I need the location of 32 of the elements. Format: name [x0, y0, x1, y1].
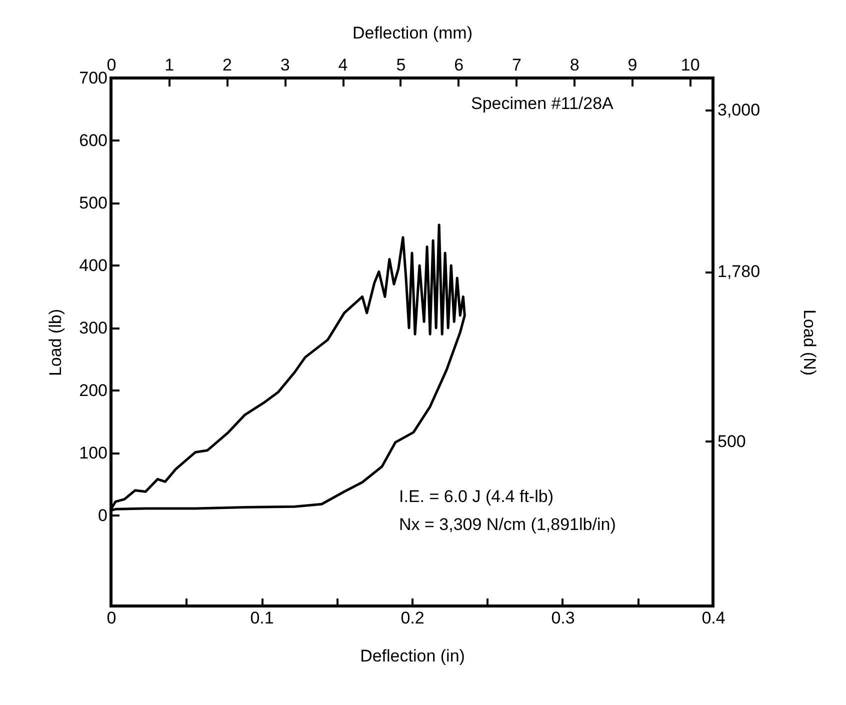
x-tick-label: 0.1 [250, 608, 274, 628]
y-tick-label: 200 [79, 380, 108, 400]
annotation: Specimen #11/28A [471, 94, 614, 113]
x-tick-label: 0.3 [551, 608, 575, 628]
y-tick-label: 100 [79, 443, 108, 462]
x-axis-title: Deflection (in) [360, 646, 465, 666]
y-tick-label: 400 [79, 256, 108, 275]
y-tick-label: 300 [79, 318, 108, 338]
x2-tick-label: 9 [628, 56, 638, 74]
y-tick-label: 600 [79, 130, 108, 150]
y-tick-label: 700 [79, 68, 108, 88]
x2-tick-label: 6 [454, 56, 464, 74]
x2-axis-title: Deflection (mm) [352, 24, 472, 42]
x-tick-label: 0.2 [400, 608, 424, 628]
annotation: I.E. = 6.0 J (4.4 ft-lb) [399, 487, 554, 506]
annotation: Nx = 3,309 N/cm (1,891lb/in) [399, 515, 616, 534]
y2-tick-label: 500 [718, 432, 746, 451]
x2-tick-label: 8 [570, 56, 580, 74]
x2-tick-label: 5 [396, 56, 406, 74]
y-axis-title: Load (lb) [46, 308, 66, 376]
x2-tick-label: 2 [222, 56, 232, 74]
x2-tick-label: 1 [164, 56, 174, 74]
y2-tick-label: 3,000 [718, 100, 760, 120]
x2-tick-label: 7 [512, 56, 522, 74]
x2-tick-label: 4 [338, 56, 348, 74]
y2-axis-title: Load (N) [800, 309, 820, 376]
y2-tick-label: 1,780 [718, 262, 760, 282]
y-tick-label: 0 [98, 506, 108, 525]
x-tick-label: 0.4 [702, 608, 726, 628]
x2-tick-label: 10 [680, 56, 700, 74]
x2-tick-label: 3 [280, 56, 290, 74]
y-tick-label: 500 [79, 193, 108, 212]
